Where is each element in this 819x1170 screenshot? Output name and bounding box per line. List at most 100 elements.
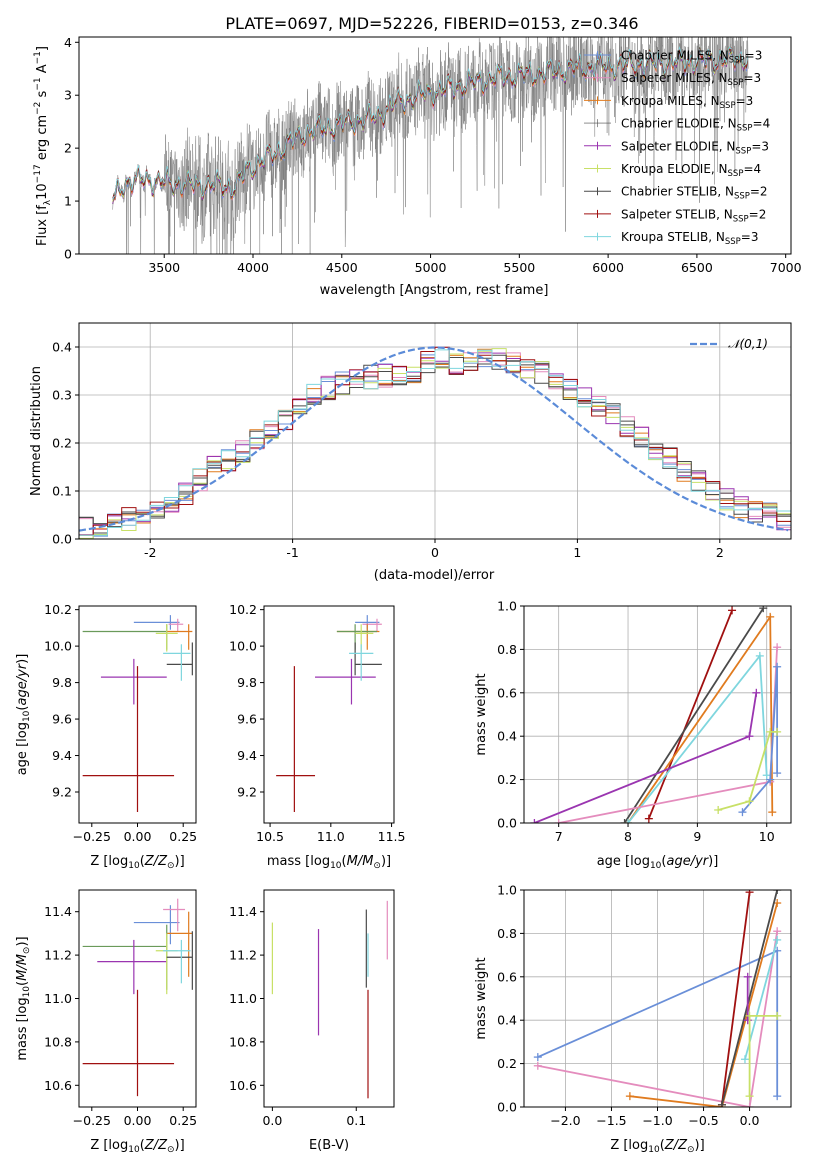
y-tick-label: 0.0: [497, 816, 517, 831]
y-tick-label: 9.2: [237, 785, 257, 800]
x-tick-label: 8: [624, 829, 632, 844]
x-tick-label: 10.5: [256, 829, 284, 844]
y-tick-label: 10.2: [44, 602, 72, 617]
age-vs-Z-axes: −0.25 0.00 0.25 9.2 9.4 9.6 9.8 10.0 10.2 Z [log1…: [15, 602, 197, 871]
errorbar-point: [166, 642, 193, 676]
y-axis-label: Flux [fλ10−17 erg cm−2 s−1 A−1]: [33, 46, 53, 246]
legend-label: Salpeter ELODIE, NSSP=3: [621, 139, 769, 156]
x-axis-label: Z [log10(Z/Z⊙)]: [90, 1138, 184, 1155]
weight-series: [644, 606, 737, 823]
y-tick-label: 0.0: [52, 532, 72, 547]
x-tick-label: -2: [144, 545, 156, 560]
y-tick-label: 4: [64, 35, 72, 50]
y-tick-label: 3: [64, 88, 72, 103]
y-tick-label: 10.6: [44, 1078, 72, 1093]
x-tick-label: 3500: [148, 260, 180, 275]
model-line: [112, 46, 749, 202]
x-tick-label: 7000: [770, 260, 802, 275]
y-tick-label: 10.6: [229, 1078, 257, 1093]
x-axis-label: E(B-V): [309, 1138, 349, 1153]
x-axis-label: Z [log10(Z/Z⊙)]: [90, 854, 184, 871]
errorbar-point: [155, 933, 178, 995]
y-tick-label: 11.0: [229, 991, 257, 1006]
y-tick-label: 11.0: [44, 991, 72, 1006]
y-tick-label: 10.8: [44, 1034, 72, 1049]
x-axis-label: (data-model)/error: [374, 568, 495, 583]
errorbar-point: [82, 989, 175, 1097]
x-tick-label: −2.0: [550, 1113, 580, 1128]
axes-frame: [78, 889, 197, 1108]
errorbar-point: [355, 624, 374, 652]
legend: Chabrier MILES, NSSP=3 Salpeter MILES, NS…: [584, 49, 770, 247]
chart-title: PLATE=0697, MJD=52226, FIBERID=0153, z=0…: [225, 14, 638, 33]
weight-line: [721, 892, 751, 1105]
y-axis-label: age [log10(age/yr)]: [15, 654, 32, 776]
y-tick-label: 0.3: [52, 388, 72, 403]
y-tick-label: 11.2: [229, 948, 257, 963]
x-tick-label: 2: [716, 545, 724, 560]
errorbar-point: [163, 644, 191, 681]
x-tick-label: 0.1: [346, 1113, 366, 1128]
x-tick-label: 0.25: [169, 829, 197, 844]
x-tick-label: 5000: [415, 260, 447, 275]
weight-line: [629, 902, 779, 1107]
weight-line: [741, 666, 778, 813]
weight-series: [620, 606, 768, 823]
weight-line: [647, 609, 733, 820]
axes-frame: [263, 889, 395, 1108]
x-tick-label: 0.00: [124, 1113, 152, 1128]
x-axis-label: Z [log10(Z/Z⊙)]: [610, 1138, 704, 1155]
y-tick-label: 0.4: [497, 729, 517, 744]
x-axis-label: mass [log10(M/M⊙)]: [267, 854, 391, 871]
y-tick-label: 9.6: [52, 712, 72, 727]
y-tick-label: 1.0: [497, 883, 517, 898]
age-vs-mass-axes: 10.5 11.0 11.5 9.2 9.4 9.6 9.8 10.0 10.2 mass [lo…: [229, 602, 405, 871]
axes-frame: [78, 605, 197, 824]
x-tick-label: 4500: [326, 260, 358, 275]
axes-frame: [263, 605, 395, 824]
axes-frame: [78, 322, 792, 540]
legend-label: Kroupa ELODIE, NSSP=4: [621, 162, 761, 179]
y-tick-label: 11.4: [229, 904, 257, 919]
y-tick-label: 9.8: [52, 675, 72, 690]
axes-frame: [78, 36, 792, 255]
y-tick-label: 0.8: [497, 926, 517, 941]
residuals-axes: -2 -1 0 1 2 0.0 0.1 0.2 0.3 0.4 (data-model)/error…: [29, 322, 792, 583]
legend-label: Kroupa MILES, NSSP=3: [621, 94, 753, 111]
x-axis-label: age [log10(age/yr)]: [597, 854, 719, 871]
y-tick-label: 10.0: [229, 639, 257, 654]
errorbar-point: [97, 939, 167, 995]
errorbar-point: [166, 931, 193, 990]
errorbar-point: [362, 618, 382, 632]
axes-frame: [523, 605, 792, 824]
y-axis-label: mass [log10(M/M⊙)]: [15, 936, 32, 1060]
y-tick-label: 9.8: [237, 675, 257, 690]
y-tick-label: 2: [64, 141, 72, 156]
x-tick-label: 0.25: [169, 1113, 197, 1128]
x-tick-label: 6000: [592, 260, 624, 275]
y-axis-label: Normed distribution: [29, 366, 44, 496]
errorbar-point: [168, 618, 184, 632]
y-tick-label: 0.2: [52, 436, 72, 451]
gaussian-curve: [78, 346, 789, 532]
errorbar-point: [166, 624, 193, 650]
x-tick-label: −0.5: [688, 1113, 718, 1128]
weight-vs-age-axes: 7 8 9 10 0.0 0.2 0.4 0.6 0.8 1.0 age [log10(age/yr…: [474, 599, 792, 871]
y-tick-label: 11.4: [44, 904, 72, 919]
errorbar-point: [163, 898, 186, 932]
weight-line: [623, 607, 765, 823]
errorbar-point: [155, 624, 178, 652]
legend-label: Chabrier STELIB, NSSP=2: [621, 185, 768, 202]
residual-histogram: [79, 349, 791, 536]
x-tick-label: −0.25: [73, 829, 111, 844]
x-tick-label: 10: [759, 829, 775, 844]
weight-series: [530, 688, 761, 823]
mass-vs-Z-axes: −0.25 0.00 0.25 10.6 10.8 11.0 11.2 11.4 Z [log1…: [15, 889, 197, 1155]
y-tick-label: 9.4: [52, 748, 72, 763]
x-tick-label: 11.5: [378, 829, 406, 844]
mass-vs-EBV-axes: 0.0 0.1 10.6 10.8 11.0 11.2 11.4 E(B-V): [229, 889, 395, 1153]
errorbar-point: [100, 658, 167, 705]
errorbar-point: [276, 666, 316, 813]
errorbar-point: [133, 905, 180, 945]
